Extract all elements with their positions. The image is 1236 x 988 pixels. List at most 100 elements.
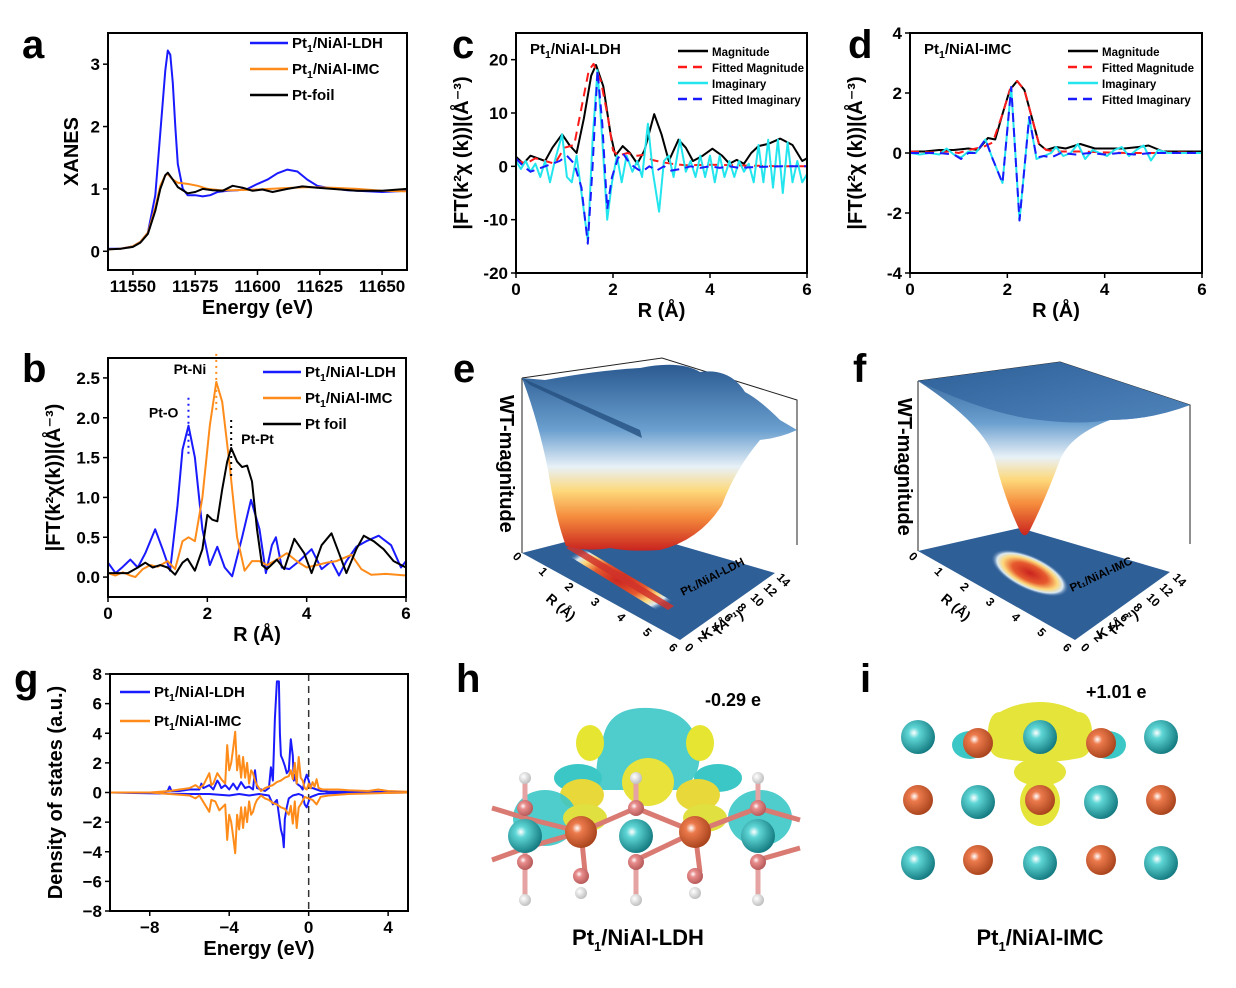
x-axis-label: R (Å) <box>233 622 281 646</box>
wt-floor-hotspot <box>991 549 1069 597</box>
y-tick-label: 1 <box>91 180 100 199</box>
structure-label: Pt1/NiAl-IMC <box>977 925 1104 954</box>
y-tick-label: 2 <box>91 118 100 137</box>
legend: Pt1/NiAl-LDH Pt1/NiAl-IMC <box>120 684 245 733</box>
y-tick-label: 2 <box>93 754 102 773</box>
y-tick-label: −4 <box>83 843 103 862</box>
legend-label: Pt1/NiAl-LDH <box>154 684 245 704</box>
peak-annotation: Pt-O <box>149 405 179 421</box>
x-tick-label: 6 <box>1197 280 1206 299</box>
ni-atom <box>961 785 995 819</box>
ni-atom <box>1144 720 1178 754</box>
wt-r-label: R (Å) <box>543 590 579 624</box>
legend-label: Pt1/NiAl-IMC <box>924 41 1012 61</box>
r-tick-label: 4 <box>614 610 629 625</box>
ni-atom <box>1144 846 1178 880</box>
y-tick-label: 4 <box>893 24 903 43</box>
peak-annotation: Pt-Pt <box>241 431 274 447</box>
chart-c-exafs-fit-ldh: 0 2 4 6 -20 -10 0 10 20 R (Å) |FT(k²χ (k))|(Å⁻³) Pt… <box>449 32 812 322</box>
r-tick-label: 5 <box>1034 625 1049 640</box>
al-atom <box>679 816 711 848</box>
r-tick-label: 5 <box>640 625 655 640</box>
x-tick-label: 6 <box>401 604 410 623</box>
legend-label: Pt foil <box>305 416 347 433</box>
r-tick-label: 6 <box>666 640 681 655</box>
series-line-fitted-imaginary <box>910 86 1202 222</box>
x-tick-label: 2 <box>1003 280 1012 299</box>
charge-density-cyan <box>596 707 700 790</box>
legend-label: Fitted Imaginary <box>1102 95 1191 107</box>
wt-surface-top <box>918 362 1190 423</box>
label-subscript: 1 <box>594 939 601 954</box>
legend-label: Pt1/NiAl-LDH <box>530 41 621 61</box>
x-axis-label: Energy (eV) <box>202 297 313 319</box>
legend: Pt1/NiAl-LDH Pt1/NiAl-IMC Pt foil <box>263 364 396 433</box>
y-tick-label: 1.0 <box>76 488 100 507</box>
legend-label: Fitted Imaginary <box>712 95 801 107</box>
al-atom <box>963 845 993 875</box>
ni-atom <box>1084 785 1118 819</box>
wt-zlabel: WT-magnitude <box>495 395 517 533</box>
series-line-pt-nial-imc-down- <box>110 791 408 855</box>
al-atom <box>1086 845 1116 875</box>
x-tick-label: 11650 <box>359 277 405 296</box>
r-tick-label: 0 <box>510 549 525 564</box>
y-tick-label: 0 <box>93 784 102 803</box>
peak-annotation: Pt-Ni <box>174 361 207 377</box>
panel-label-g: g <box>14 657 38 701</box>
y-tick-label: -4 <box>887 264 903 283</box>
y-tick-label: 6 <box>93 695 102 714</box>
y-tick-label: -10 <box>483 211 508 230</box>
series-group <box>910 80 1202 222</box>
y-tick-label: 10 <box>489 104 508 123</box>
chart-a-xanes: 11550 11575 11600 11625 11650 0 1 2 3 Energy (eV)… <box>61 32 408 319</box>
o-atom <box>750 800 766 816</box>
ni-atom <box>901 846 935 880</box>
o-atom <box>628 854 644 870</box>
series-line-fitted-magnitude <box>910 80 1202 154</box>
label-subscript: 1 <box>999 939 1006 954</box>
bond <box>491 805 526 821</box>
structure-imc: +1.01 e Pt1/NiAl-IMC <box>901 682 1178 954</box>
h-atom <box>519 894 531 906</box>
y-tick-label: 0 <box>893 144 902 163</box>
ni-atom <box>1023 846 1057 880</box>
x-tick-label: 2 <box>203 604 212 623</box>
y-axis-label: XANES <box>61 117 83 186</box>
charge-value: -0.29 e <box>705 690 761 710</box>
y-tick-label: 20 <box>489 51 508 70</box>
wt-floor-hotcore <box>566 545 674 610</box>
y-tick-label: 0 <box>91 242 100 261</box>
ni-atom <box>741 819 775 853</box>
y-tick-label: -2 <box>887 204 902 223</box>
charge-density-yellow <box>686 725 714 761</box>
legend-label: Pt1/NiAl-LDH <box>305 364 396 384</box>
charge-value: +1.01 e <box>1086 682 1147 702</box>
r-tick-label: 3 <box>588 595 603 610</box>
structure-label: Pt1/NiAl-LDH <box>572 925 704 954</box>
series-line-imaginary <box>516 69 807 242</box>
legend-label: Imaginary <box>1102 79 1157 91</box>
wt-surface-ridge <box>522 378 642 438</box>
charge-density-yellow <box>1014 758 1066 786</box>
al-atom <box>903 785 933 815</box>
bond <box>757 845 801 863</box>
r-tick-label: 3 <box>983 595 998 610</box>
legend: Pt1/NiAl-LDH Pt1/NiAl-IMC Pt-foil <box>250 35 383 104</box>
x-tick-label: 11550 <box>110 277 156 296</box>
al-atom <box>1025 785 1055 815</box>
x-tick-label: 11575 <box>172 277 218 296</box>
h-atom <box>752 772 764 784</box>
series-line-pt-nial-ldh-down- <box>110 791 408 849</box>
y-tick-label: 1.5 <box>76 449 100 468</box>
h-atom <box>630 772 642 784</box>
series-line-pt-nial-imc <box>108 380 406 579</box>
r-tick-label: 0 <box>906 549 921 564</box>
k-tick-label: 0 <box>682 640 697 655</box>
x-tick-label: 2 <box>608 280 617 299</box>
series-group <box>110 680 408 855</box>
charge-density-yellow <box>622 758 674 806</box>
y-tick-label: 0.5 <box>76 528 100 547</box>
y-tick-label: 2.5 <box>76 369 100 388</box>
al-atom <box>565 816 597 848</box>
